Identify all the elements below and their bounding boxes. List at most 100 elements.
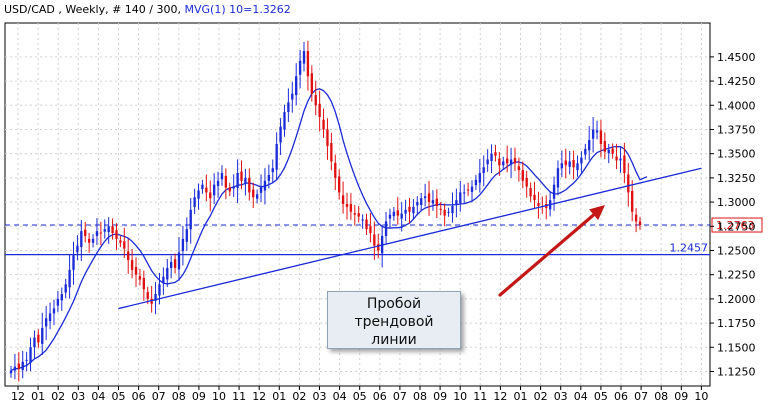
candle-body [537, 203, 540, 206]
candle [607, 143, 610, 164]
candle-body [240, 171, 243, 181]
x-tick-label: 08 [172, 390, 186, 403]
x-tick-label: 08 [654, 390, 668, 403]
x-tick-label: 09 [674, 390, 688, 403]
x-tick-label: 12 [493, 390, 507, 403]
candle [64, 278, 67, 299]
candle [400, 202, 403, 232]
candle [197, 183, 200, 210]
x-tick-label: 08 [413, 390, 427, 403]
y-tick-label: 1.4000 [717, 99, 756, 112]
candle-body [627, 174, 630, 193]
candle [353, 204, 356, 226]
candle [170, 255, 173, 279]
candle-body [9, 370, 13, 374]
candle [603, 132, 607, 160]
candle-body [29, 347, 32, 363]
x-tick-label: 11 [232, 390, 246, 403]
candle [216, 171, 220, 198]
candle [427, 180, 431, 216]
candle-body [212, 184, 216, 196]
candle [447, 207, 450, 217]
candle-body [498, 158, 501, 166]
trend-line [118, 167, 702, 310]
candle [255, 189, 259, 204]
indicator-info: MVG(1) 10=1.3262 [184, 3, 291, 16]
candle-body [572, 159, 575, 168]
candle-body [259, 187, 263, 193]
candle [193, 188, 196, 215]
callout-line-3: линии [371, 332, 417, 348]
candle [271, 159, 274, 184]
candle-body [623, 155, 626, 174]
candle-body [119, 240, 122, 243]
candle-body [474, 179, 478, 186]
x-tick-label: 12 [11, 390, 25, 403]
x-tick-label: 01 [272, 390, 286, 403]
callout-line-2: трендовой [354, 314, 434, 330]
candle-body [173, 259, 177, 268]
candle [373, 221, 376, 260]
candle [502, 156, 505, 170]
y-tick-label: 1.1500 [717, 341, 756, 354]
candle-body [369, 226, 372, 234]
x-tick-label: 09 [192, 390, 206, 403]
candle-body [193, 197, 196, 207]
candle [166, 258, 169, 288]
candle [115, 223, 118, 250]
candle-body [509, 159, 513, 165]
candle-body [21, 361, 24, 371]
candle [287, 88, 290, 122]
candle-body [427, 193, 431, 203]
candle-body [365, 219, 368, 230]
candle [80, 219, 83, 261]
candle [224, 168, 228, 200]
candle [638, 216, 642, 230]
candle-body [591, 129, 595, 139]
candle [455, 188, 458, 218]
y-tick-label: 1.2500 [717, 244, 756, 257]
candle-body [91, 238, 95, 243]
candle-body [568, 161, 571, 167]
arrow-shaft [498, 210, 599, 297]
candle [259, 174, 263, 202]
candle-body [529, 188, 532, 197]
candle-body [638, 221, 642, 226]
y-tick-label: 1.4500 [717, 51, 756, 64]
candle-body [505, 158, 509, 164]
candle [248, 168, 251, 201]
candle [533, 181, 536, 210]
candle [498, 151, 501, 176]
chart-header: USD/CAD , Weekly, # 140 / 300, MVG(1) 10… [4, 3, 291, 16]
candle [232, 174, 235, 197]
candle [451, 192, 454, 223]
candle-body [310, 73, 313, 94]
candle-body [166, 267, 169, 280]
candle-body [384, 221, 388, 236]
candle-body [408, 206, 411, 212]
candle [357, 205, 360, 223]
candle-body [634, 214, 638, 222]
candle-body [580, 157, 583, 164]
candle [560, 150, 564, 178]
candle-body [263, 180, 267, 191]
candle-body [236, 173, 239, 189]
candle [181, 225, 185, 266]
candle-body [560, 163, 564, 169]
candle-body [170, 262, 173, 268]
candle-body [564, 160, 567, 166]
candle [302, 41, 306, 72]
candle [72, 241, 75, 285]
candle [162, 267, 165, 295]
candle [240, 160, 243, 190]
candle-body [302, 51, 306, 64]
candle-body [162, 276, 165, 283]
candle [48, 302, 52, 330]
candle [482, 155, 485, 187]
candle-body [291, 93, 294, 100]
candle [127, 239, 130, 274]
candle [345, 192, 349, 220]
candle [9, 366, 13, 378]
candle [322, 108, 325, 138]
candle [341, 181, 345, 214]
